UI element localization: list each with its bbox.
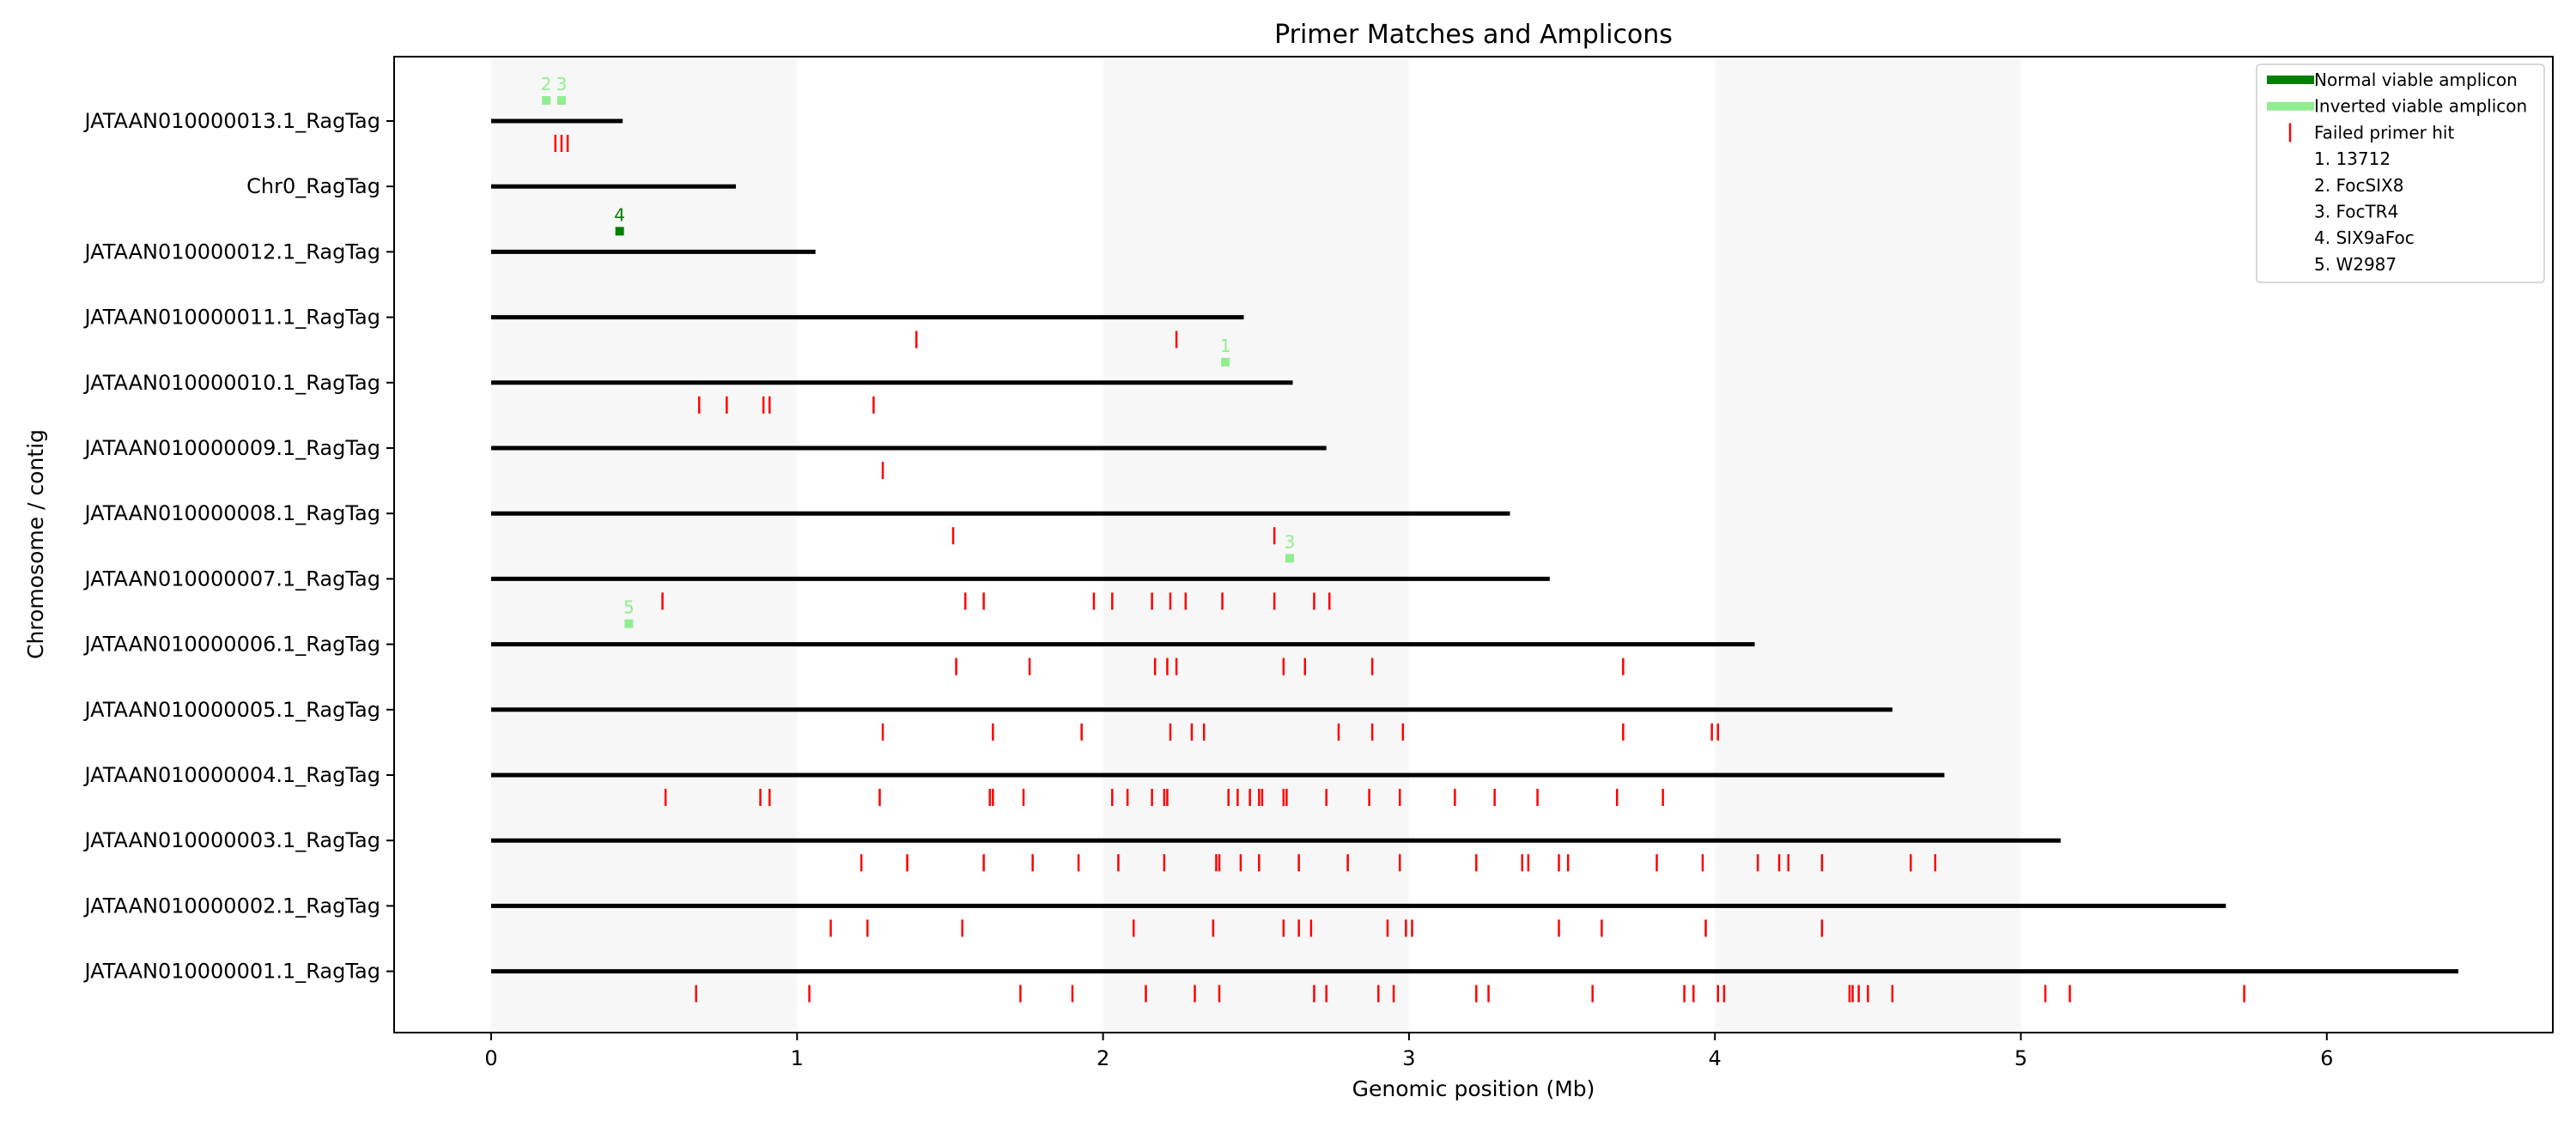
legend-entry-4: 2. FocSIX8 [2314, 175, 2403, 196]
x-tick-label-1: 1 [791, 1046, 804, 1070]
amplicon-label-0-1: 3 [556, 74, 568, 94]
chart-title: Primer Matches and Amplicons [1274, 20, 1673, 50]
amplicon-label-8-0: 5 [623, 597, 635, 618]
plot-frame [393, 56, 2554, 1033]
y-tick-label-10: JATAAN010000004.1_RagTag [82, 763, 380, 787]
legend-entry-7: 5. W2987 [2314, 254, 2397, 275]
amplicon-7-0 [1285, 554, 1294, 563]
x-tick-label-4: 4 [1709, 1046, 1722, 1070]
amplicon-8-0 [624, 619, 634, 628]
legend-entry-1: Inverted viable amplicon [2314, 96, 2527, 117]
legend: Normal viable amplicon Inverted viable am… [2256, 64, 2545, 283]
failed-hits [554, 135, 2245, 1003]
x-tick-label-0: 0 [484, 1046, 497, 1070]
y-tick-label-1: Chr0_RagTag [246, 174, 380, 198]
legend-entry-5: 3. FocTR4 [2314, 202, 2398, 222]
y-tick-label-9: JATAAN010000005.1_RagTag [82, 698, 380, 722]
legend-entry-3: 1. 13712 [2314, 148, 2391, 169]
shaded-band-2 [1715, 57, 2021, 1033]
legend-entry-0: Normal viable amplicon [2314, 70, 2518, 90]
shaded-band-0 [491, 57, 798, 1033]
amplicon-label-2-0: 4 [614, 204, 625, 225]
amplicon-4-0 [1221, 357, 1230, 367]
y-tick-label-8: JATAAN010000006.1_RagTag [82, 633, 380, 657]
amplicon-2-0 [615, 227, 624, 236]
shaded-band-1 [1103, 57, 1409, 1033]
y-tick-label-12: JATAAN010000002.1_RagTag [82, 894, 380, 918]
y-axis-ticks: JATAAN010000013.1_RagTag Chr0_RagTag JATAA… [82, 109, 394, 984]
legend-entry-2: Failed primer hit [2314, 122, 2454, 142]
legend-box [2256, 64, 2545, 283]
x-tick-label-2: 2 [1097, 1046, 1109, 1070]
x-tick-label-6: 6 [2320, 1046, 2333, 1070]
y-axis-label: Chromosome / contig [23, 429, 48, 659]
y-tick-label-2: JATAAN010000012.1_RagTag [82, 239, 380, 264]
y-tick-label-13: JATAAN010000001.1_RagTag [82, 960, 380, 984]
y-tick-label-6: JATAAN010000008.1_RagTag [82, 501, 380, 525]
amplicon-label-4-0: 1 [1220, 336, 1231, 356]
y-tick-label-5: JATAAN010000009.1_RagTag [82, 436, 380, 460]
y-tick-label-7: JATAAN010000007.1_RagTag [82, 567, 380, 591]
shaded-bands [491, 57, 2021, 1033]
amplicon-label-0-0: 2 [541, 74, 552, 94]
contig-lines [491, 118, 2459, 974]
x-tick-label-5: 5 [2014, 1046, 2027, 1070]
y-tick-label-3: JATAAN010000011.1_RagTag [82, 306, 380, 330]
amplicon-label-7-0: 3 [1285, 531, 1296, 552]
legend-entry-6: 4. SIX9aFoc [2314, 227, 2415, 248]
y-tick-label-4: JATAAN010000010.1_RagTag [82, 371, 380, 395]
y-tick-label-0: JATAAN010000013.1_RagTag [82, 109, 380, 133]
x-axis-ticks: 0 1 2 3 4 5 6 [484, 1033, 2333, 1070]
x-tick-label-3: 3 [1402, 1046, 1415, 1070]
amplicon-0-1 [556, 96, 566, 105]
amplicon-0-0 [542, 96, 551, 105]
y-tick-label-11: JATAAN010000003.1_RagTag [82, 828, 380, 852]
x-axis-label: Genomic position (Mb) [1352, 1076, 1595, 1101]
